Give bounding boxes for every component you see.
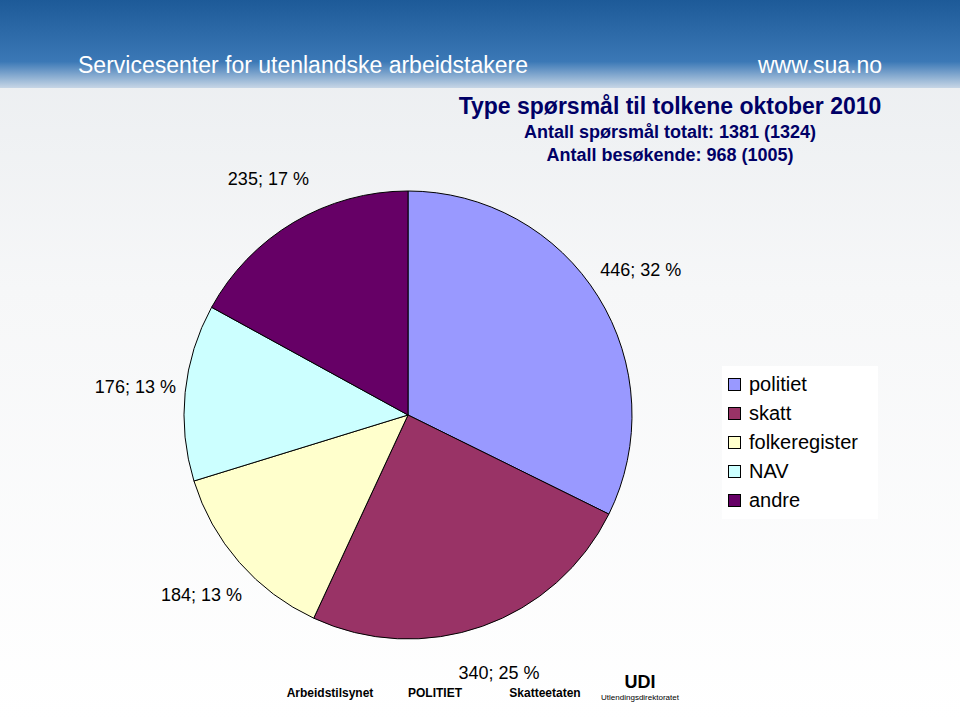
html-text:skatt: skatt xyxy=(749,402,792,424)
html-text:politiet: politiet xyxy=(749,373,807,395)
svg-text:184; 13 %: 184; 13 % xyxy=(161,585,242,605)
html-text:UDI: UDI xyxy=(624,672,656,692)
svg-text:446; 32 %: 446; 32 % xyxy=(600,260,681,280)
svg-text:235; 17 %: 235; 17 % xyxy=(228,169,309,189)
html-text:NAV: NAV xyxy=(749,460,789,482)
html-text:Arbeidstilsynet: Arbeidstilsynet xyxy=(286,686,374,700)
html-text:www.sua.no: www.sua.no xyxy=(758,52,882,78)
html-text:Utlendingsdirektoratet: Utlendingsdirektoratet xyxy=(601,693,679,702)
html-text:Antall spørsmål totalt: 1381 (: Antall spørsmål totalt: 1381 (1324) xyxy=(523,122,816,142)
html-text:andre: andre xyxy=(749,489,801,511)
html-text:folkeregister: folkeregister xyxy=(749,431,858,453)
html-text:Servicesenter for utenlandske: Servicesenter for utenlandske arbeidstak… xyxy=(78,52,528,78)
html-text:Type spørsmål til tolkene okto: Type spørsmål til tolkene oktober 2010 xyxy=(458,93,882,119)
svg-text:176; 13 %: 176; 13 % xyxy=(95,377,176,397)
html-text:Antall besøkende: 968 (1005): Antall besøkende: 968 (1005) xyxy=(546,145,794,165)
html-text:POLITIET: POLITIET xyxy=(408,686,462,700)
html-text:Skatteetaten: Skatteetaten xyxy=(509,686,581,700)
svg-text:340; 25 %: 340; 25 % xyxy=(459,663,540,683)
